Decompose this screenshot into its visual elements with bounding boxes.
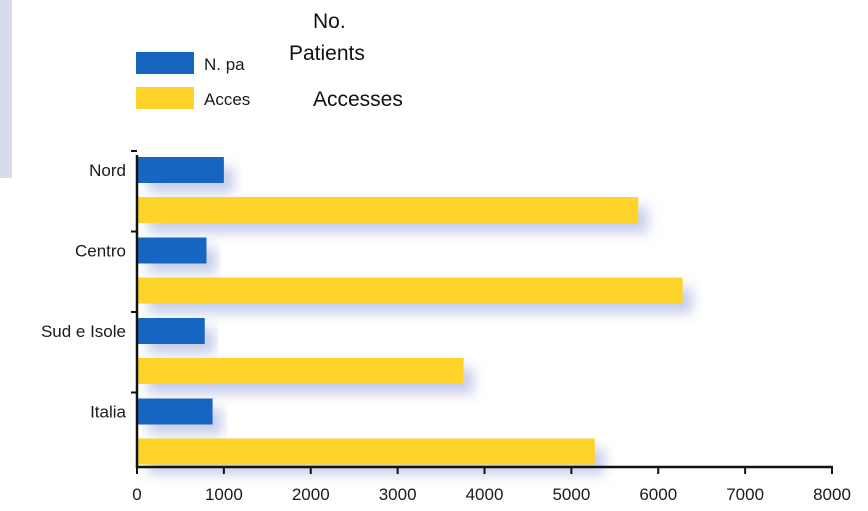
x-tick-label: 6000 bbox=[639, 485, 677, 504]
bar-accesses-sud-e-isole bbox=[138, 358, 464, 384]
bar-accesses-centro bbox=[138, 277, 683, 304]
x-tick-label: 7000 bbox=[726, 485, 764, 504]
overlay-label-no: No. bbox=[313, 10, 346, 33]
x-tick-label: 3000 bbox=[379, 485, 417, 504]
x-tick-label: 2000 bbox=[292, 485, 330, 504]
legend-swatch-patients bbox=[136, 52, 194, 74]
bar-patients-sud-e-isole bbox=[138, 318, 205, 344]
x-tick-label: 4000 bbox=[466, 485, 504, 504]
bar-patients-nord bbox=[138, 157, 224, 183]
legend-label-accesses: Acces bbox=[204, 90, 250, 109]
x-tick-label: 1000 bbox=[205, 485, 243, 504]
category-label: Sud e Isole bbox=[41, 322, 126, 341]
category-label: Italia bbox=[90, 403, 126, 422]
bar-patients-centro bbox=[138, 237, 207, 264]
legend-label-patients: N. pa bbox=[204, 55, 245, 74]
bar-accesses-nord bbox=[138, 197, 639, 223]
x-tick-label: 5000 bbox=[552, 485, 590, 504]
side-panel bbox=[0, 0, 12, 178]
bar-patients-italia bbox=[138, 398, 213, 425]
x-tick-label: 8000 bbox=[813, 485, 851, 504]
category-label: Nord bbox=[89, 161, 126, 180]
bar-accesses-italia bbox=[138, 438, 595, 465]
overlay-label-accesses: Accesses bbox=[313, 88, 403, 111]
legend-swatch-accesses bbox=[136, 87, 194, 109]
x-tick-label: 0 bbox=[132, 485, 141, 504]
category-label: Centro bbox=[75, 242, 126, 261]
overlay-label-patients: Patients bbox=[289, 42, 365, 65]
